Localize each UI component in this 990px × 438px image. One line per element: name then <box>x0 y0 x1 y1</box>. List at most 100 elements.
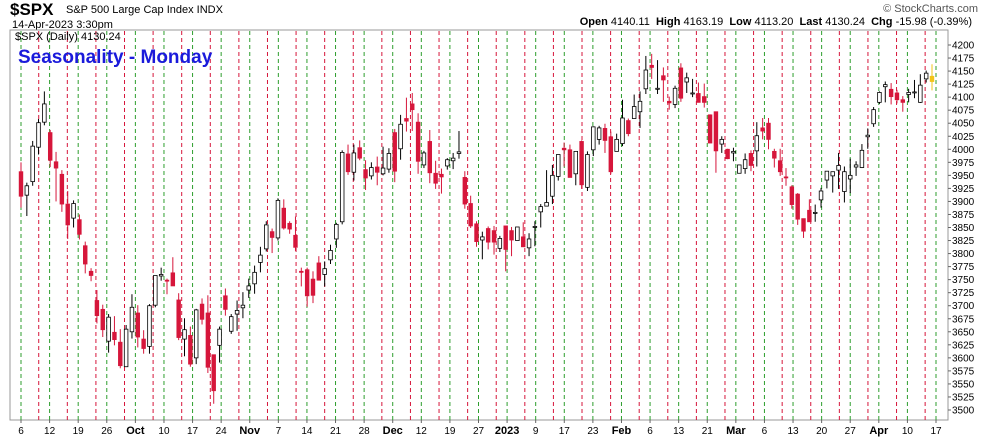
candle-body <box>742 159 748 169</box>
candle-body <box>842 171 847 192</box>
candle-body <box>865 134 870 138</box>
candle-body <box>626 120 631 135</box>
candle-body <box>485 228 491 243</box>
candle-body <box>293 234 298 248</box>
high-value: 4163.19 <box>683 16 724 28</box>
y-tick-label: 3825 <box>952 236 975 247</box>
y-tick-label: 4050 <box>952 119 975 130</box>
y-tick-label: 4100 <box>952 93 975 104</box>
candle-body <box>707 114 713 144</box>
candle-body <box>853 164 859 168</box>
candle-body <box>299 270 304 273</box>
candle-body <box>217 328 222 346</box>
candle-body <box>783 176 789 179</box>
candle-body <box>404 118 409 122</box>
x-tick-label: Apr <box>869 425 889 437</box>
candle-body <box>789 186 795 205</box>
candle-body <box>158 274 164 277</box>
candle-body <box>573 150 578 175</box>
candle-body <box>795 193 800 220</box>
y-tick-label: 3950 <box>952 171 975 182</box>
candle-body <box>18 171 24 197</box>
candle-body <box>561 147 567 151</box>
x-tick-label: 23 <box>587 426 599 437</box>
candle-body <box>649 64 654 68</box>
y-tick-label: 3575 <box>952 366 975 377</box>
y-tick-label: 3675 <box>952 314 975 325</box>
candle-body <box>123 328 129 368</box>
candle-body <box>351 152 357 173</box>
x-tick-label: 12 <box>44 426 56 437</box>
candle-body <box>135 312 141 338</box>
candle-body <box>153 275 158 306</box>
candle-body <box>188 335 193 365</box>
y-tick-label: 3925 <box>952 184 975 195</box>
candle-body <box>848 174 853 180</box>
candle-body <box>433 172 438 184</box>
candle-body <box>310 278 316 296</box>
y-tick-label: 3875 <box>952 210 975 221</box>
ohlc-readout: Open 4140.11 High 4163.19 Low 4113.20 La… <box>580 16 972 28</box>
candle-body <box>83 245 88 265</box>
x-tick-label: 28 <box>359 426 371 437</box>
candle-body <box>918 84 923 103</box>
candle-body <box>725 148 730 160</box>
candle-body <box>229 316 234 332</box>
candle-body <box>532 226 538 228</box>
candle-body <box>322 268 327 275</box>
x-tick-label: Feb <box>612 425 632 437</box>
x-tick-label: 21 <box>330 426 342 437</box>
candle-body <box>88 270 94 276</box>
candle-body <box>363 169 368 179</box>
candle-body <box>339 152 345 223</box>
candle-body <box>614 138 619 152</box>
y-tick-label: 3550 <box>952 379 975 390</box>
y-tick-label: 3900 <box>952 197 975 208</box>
candle-body <box>269 231 275 238</box>
x-tick-label: 19 <box>444 426 456 437</box>
chg-label: Chg <box>871 16 893 28</box>
symbol-description: S&P 500 Large Cap Index INDX <box>66 4 223 16</box>
x-tick-label: 6 <box>762 426 768 437</box>
candle-body <box>369 167 374 177</box>
candle-body <box>246 285 251 291</box>
candle-body <box>731 150 736 154</box>
y-tick-label: 4125 <box>952 80 975 91</box>
candle-body <box>398 123 403 150</box>
candle-body <box>474 223 479 242</box>
candle-body <box>53 161 59 169</box>
datetime-label: 14-Apr-2023 3:30pm <box>12 19 113 31</box>
candle-body <box>900 99 906 103</box>
candle-body <box>170 272 176 287</box>
candle-body <box>316 262 322 281</box>
candle-body <box>690 92 695 95</box>
candle-body <box>118 341 123 367</box>
candle-body <box>906 92 911 95</box>
candle-body <box>672 87 678 105</box>
candle-body <box>375 166 380 173</box>
x-tick-label: 21 <box>702 426 714 437</box>
candle-body <box>480 236 485 241</box>
candle-body <box>912 91 917 94</box>
y-tick-label: 3625 <box>952 340 975 351</box>
candlestick-series <box>18 53 935 404</box>
candle-body <box>515 226 520 241</box>
candle-body <box>304 269 310 297</box>
candle-body <box>550 174 555 197</box>
candle-body <box>684 77 689 83</box>
candle-body <box>65 203 70 226</box>
candle-body <box>468 203 473 227</box>
candle-body <box>585 154 590 188</box>
candle-body <box>748 153 754 166</box>
y-tick-label: 4150 <box>952 67 975 78</box>
candle-body <box>696 93 701 103</box>
chart-title: Seasonality - Monday <box>18 47 213 68</box>
high-label: High <box>655 16 681 28</box>
candle-body <box>100 308 105 331</box>
x-tick-label: 24 <box>216 426 228 437</box>
candle-body <box>655 87 660 90</box>
candle-body <box>818 190 824 201</box>
candle-body <box>275 199 281 239</box>
x-tick-label: 7 <box>276 426 282 437</box>
